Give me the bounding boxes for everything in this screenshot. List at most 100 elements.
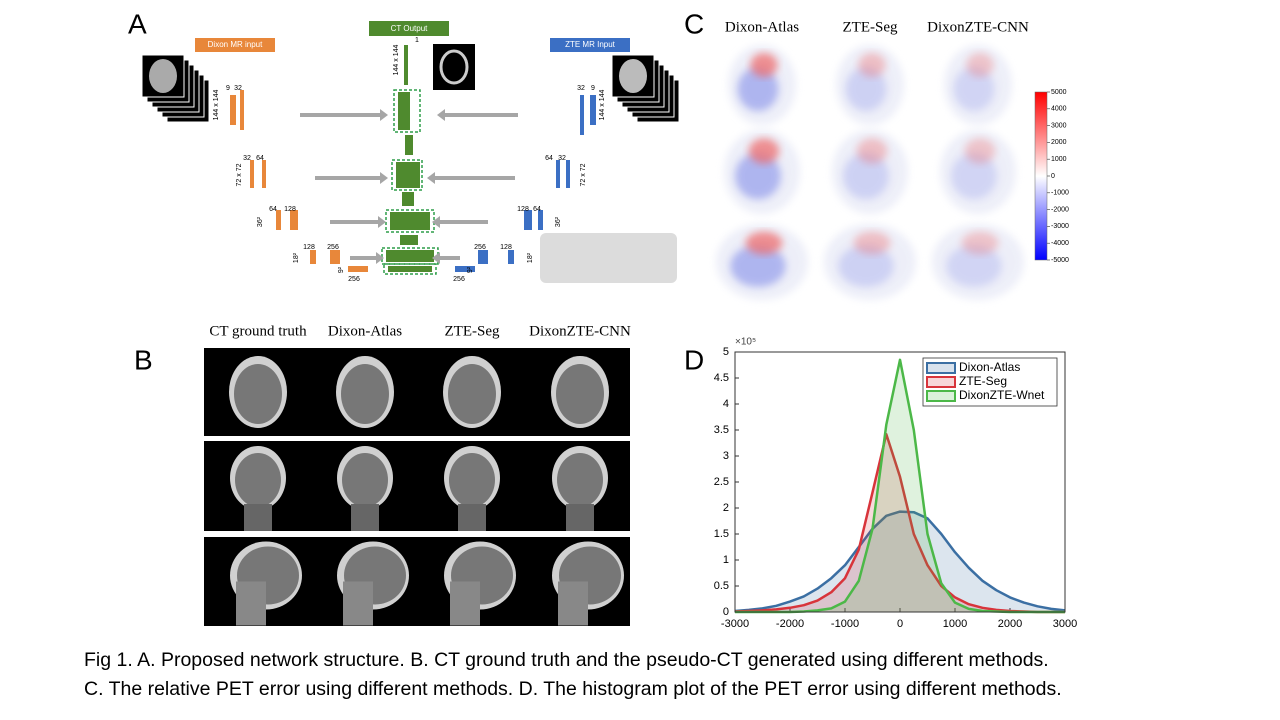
concat-box <box>383 263 437 275</box>
dim-label: 144 x 144 <box>213 90 220 121</box>
colorbar-label: -5000 <box>1051 257 1069 264</box>
colorbar <box>1034 91 1048 261</box>
layer-block <box>400 235 418 245</box>
brain <box>341 364 389 424</box>
error-red <box>964 138 996 164</box>
dim-label: 9 <box>226 85 230 92</box>
dim-label: 72 x 72 <box>236 163 243 186</box>
legend-text: Dixon-Atlas <box>959 360 1020 374</box>
arrow-head <box>437 109 445 121</box>
legend-text: DixonZTE-Wnet <box>959 388 1045 402</box>
legend-swatch <box>926 390 956 402</box>
y-tick-label: 3 <box>723 450 729 462</box>
legend-box <box>540 233 677 283</box>
dim-label: 72 x 72 <box>580 163 587 186</box>
colorbar-label: 5000 <box>1051 89 1067 96</box>
panel-letter: C <box>684 8 704 39</box>
colorbar-label: 1000 <box>1051 156 1067 163</box>
neck <box>458 504 486 531</box>
layer-block <box>398 92 410 130</box>
colorbar-label: -3000 <box>1051 223 1069 230</box>
x-tick-label: 3000 <box>1053 618 1077 630</box>
dim-label: 256 <box>327 244 339 251</box>
error-blue <box>845 67 887 111</box>
column-title: DixonZTE-CNN <box>529 323 631 339</box>
dim-label: 144 x 144 <box>393 45 400 76</box>
layer-block <box>290 210 298 230</box>
face <box>343 581 373 626</box>
dim-label: 256 <box>348 276 360 283</box>
input-box <box>195 38 275 52</box>
column-title: CT ground truth <box>209 323 307 339</box>
scale-label: ×10⁵ <box>735 337 756 348</box>
y-tick-label: 0 <box>723 606 729 618</box>
neck <box>244 504 272 531</box>
layer-block <box>580 95 584 135</box>
error-red <box>856 138 888 164</box>
brain <box>448 364 496 424</box>
panel-letter: B <box>134 344 153 375</box>
x-tick-label: -3000 <box>721 618 749 630</box>
layer-block <box>390 212 430 230</box>
layer-block <box>538 210 543 230</box>
layer-block <box>590 95 596 125</box>
arrow-head <box>380 172 388 184</box>
histogram-chart: ×10⁵ 0 0.5 1 1.5 2 2.5 3 3.5 4 4.5 5 -3000 -2000 -1000… <box>714 337 1078 630</box>
box-label: Dixon MR input <box>208 40 263 49</box>
dim-label: 64 <box>545 155 553 162</box>
colorbar-label: -1000 <box>1051 190 1069 197</box>
area-fill <box>735 511 1065 612</box>
brain <box>557 453 603 507</box>
colorbar-label: 4000 <box>1051 106 1067 113</box>
plot-frame <box>734 351 1066 613</box>
colorbar-label: -2000 <box>1051 206 1069 213</box>
error-red <box>858 53 886 77</box>
error-blue <box>735 152 781 200</box>
error-red <box>748 138 780 164</box>
dim-label: 9 <box>591 85 595 92</box>
face <box>450 581 480 626</box>
y-tick-label: 4.5 <box>714 372 729 384</box>
error-red <box>966 53 994 77</box>
brain <box>449 453 495 507</box>
dim-label: 36² <box>555 216 562 227</box>
arrow-head <box>378 216 386 228</box>
error-blue <box>730 245 786 287</box>
face <box>236 581 266 626</box>
error-red <box>961 231 999 255</box>
y-tick-label: 2 <box>723 502 729 514</box>
x-tick-label: -1000 <box>831 618 859 630</box>
box-label: ZTE MR Input <box>565 40 616 49</box>
neck <box>351 504 379 531</box>
layer-block <box>230 95 236 125</box>
dim-label: 64 <box>269 206 277 213</box>
layer-block <box>250 160 254 188</box>
dim-label: 128 <box>517 206 529 213</box>
y-tick-label: 4 <box>723 398 729 410</box>
layer-block <box>524 210 532 230</box>
network-diagram: 144 x 144 9 32 1 144 x 144 32 9 144 x 144 32 64 72… <box>141 37 680 283</box>
dim-label: 256 <box>453 276 465 283</box>
neck <box>566 504 594 531</box>
layer-block <box>478 250 488 264</box>
error-maps: Dixon-Atlas ZTE-Seg DixonZTE-CNN 5000 4000 30… <box>716 19 1069 300</box>
dim-label: 128 <box>284 206 296 213</box>
input-box <box>550 38 630 52</box>
layer-block <box>388 266 432 272</box>
legend-swatch <box>926 376 956 388</box>
layer-block <box>556 160 560 188</box>
dim-label: 1 <box>415 37 419 44</box>
arrow-head <box>427 172 435 184</box>
layer-block <box>405 135 413 155</box>
layer-block <box>386 250 434 262</box>
y-tick-label: 0.5 <box>714 580 729 592</box>
layer-block <box>396 162 420 188</box>
head <box>619 59 647 93</box>
output-box <box>369 21 449 36</box>
colorbar-label: 2000 <box>1051 139 1067 146</box>
column-title: ZTE-Seg <box>843 19 898 35</box>
column-title: Dixon-Atlas <box>725 19 799 35</box>
column-title: Dixon-Atlas <box>328 323 402 339</box>
layer-block <box>310 250 316 264</box>
